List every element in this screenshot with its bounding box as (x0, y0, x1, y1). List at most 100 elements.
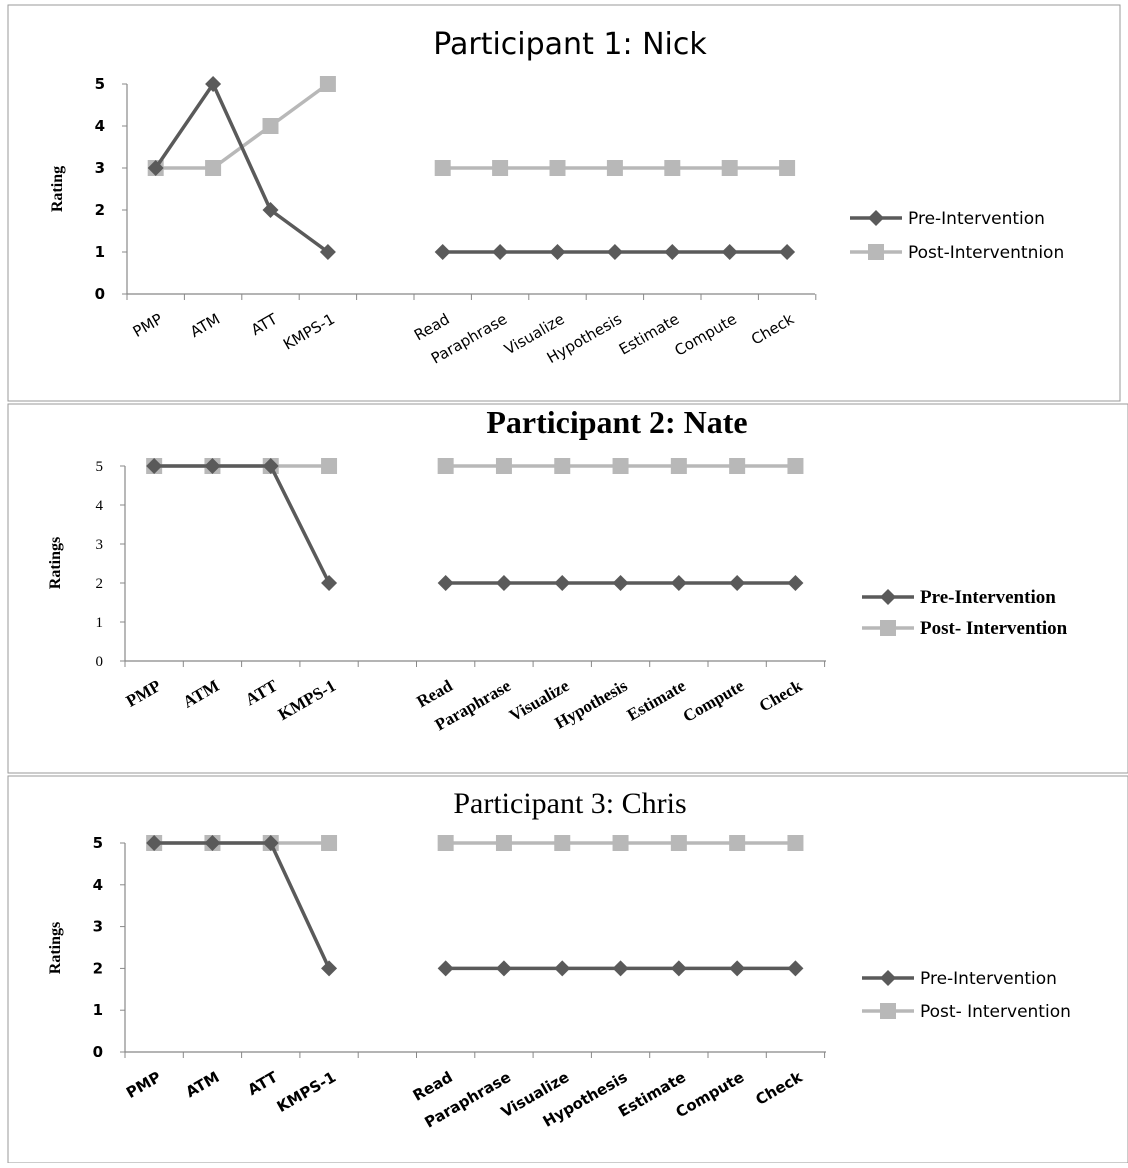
x-tick-label: KMPS-1 (274, 1068, 339, 1116)
legend-label: Post-Interventnion (908, 243, 1064, 263)
legend-diamond-marker (880, 589, 896, 605)
post-intervention-point (321, 835, 338, 851)
pre-intervention-point (262, 202, 279, 218)
x-tick-label: Compute (680, 676, 748, 726)
pre-intervention-point (729, 960, 746, 977)
legend-square-marker (880, 620, 896, 636)
pre-intervention-point (434, 244, 451, 260)
y-axis-label: Ratings (47, 537, 64, 589)
pre-intervention-point (549, 244, 566, 260)
post-intervention-point (321, 458, 338, 474)
post-intervention-point (554, 835, 571, 851)
legend-label: Pre-Intervention (920, 587, 1056, 608)
pre-intervention-point (721, 244, 738, 260)
legend-diamond-marker (868, 210, 884, 226)
x-tick-label: Read (411, 310, 453, 344)
y-tick-label: 4 (96, 498, 104, 514)
post-intervention-point (554, 458, 571, 474)
chart-panel-1: Participant 1: Nick Rating 0 1 2 3 4 5 PMP ATM ATT… (7, 4, 1121, 402)
y-tick-label: 5 (95, 75, 105, 93)
y-tick-label: 4 (95, 117, 105, 135)
chart-title: Participant 2: Nate (486, 404, 747, 440)
y-axis-label: Ratings (47, 922, 64, 974)
legend-diamond-marker (880, 970, 896, 986)
post-intervention-point (549, 160, 566, 176)
x-tick-label: PMP (130, 310, 166, 341)
chart-title: Participant 3: Chris (453, 787, 686, 820)
x-tick-label: Estimate (616, 310, 682, 359)
x-tick-label: Read (413, 676, 456, 712)
x-tick-label: KMPS-1 (275, 676, 339, 724)
post-intervention-point (492, 160, 509, 176)
y-tick-label: 1 (96, 615, 104, 631)
chart-panel-2: Participant 2: Nate Ratings 0 1 2 3 4 5 PMP ATM AT… (7, 403, 1128, 774)
x-tick-label: ATM (187, 310, 223, 341)
post-intervention-point (779, 160, 796, 176)
post-intervention-point (437, 458, 454, 474)
chart-title: Participant 1: Nick (433, 27, 707, 62)
pre-intervention-point (492, 244, 509, 260)
pre-intervention-point (670, 960, 687, 977)
legend-square-marker (868, 244, 884, 260)
y-tick-label: 0 (93, 1043, 103, 1061)
post-intervention-point (495, 458, 512, 474)
pre-intervention-point (495, 575, 512, 591)
y-tick-label: 1 (95, 243, 105, 261)
chart-panel-3: Participant 3: Chris Ratings 0 1 2 3 4 5 PMP ATM A… (7, 775, 1128, 1164)
pre-intervention-point (495, 960, 512, 977)
panel-border (7, 4, 1121, 402)
x-tick-label: Estimate (624, 676, 689, 725)
x-tick-label: ATT (242, 676, 281, 710)
x-tick-label: Check (753, 1067, 807, 1108)
pre-intervention-point (321, 960, 338, 977)
post-intervention-point (495, 835, 512, 851)
post-intervention-point (612, 458, 629, 474)
y-tick-label: 2 (95, 201, 105, 219)
pre-intervention-point (787, 960, 804, 977)
post-intervention-point (262, 118, 279, 134)
x-tick-label: Compute (671, 310, 739, 360)
x-tick-label: PMP (123, 676, 164, 711)
x-tick-label: Check (748, 310, 797, 349)
pre-intervention-point (670, 575, 687, 591)
y-tick-label: 0 (96, 654, 104, 670)
post-intervention-point (729, 835, 746, 851)
y-axis-label: Rating (49, 166, 66, 212)
panel-border (7, 403, 1128, 774)
pre-intervention-point (321, 575, 338, 591)
pre-intervention-point (729, 575, 746, 591)
post-intervention-point (437, 835, 454, 851)
pre-intervention-point (554, 960, 571, 977)
y-tick-label: 2 (93, 959, 103, 977)
post-intervention-point (787, 458, 804, 474)
x-tick-label: KMPS-1 (280, 310, 338, 354)
post-intervention-point (670, 458, 687, 474)
pre-intervention-point (146, 458, 163, 474)
x-tick-label: ATM (180, 676, 223, 712)
legend-label: Pre-Intervention (920, 969, 1057, 989)
post-intervention-point (434, 160, 451, 176)
y-tick-label: 3 (93, 918, 103, 936)
y-tick-label: 5 (96, 459, 104, 475)
x-tick-label: ATT (248, 309, 281, 339)
pre-intervention-point (319, 244, 336, 260)
pre-intervention-point (664, 244, 681, 260)
pre-intervention-point (205, 76, 222, 92)
series-line-post (155, 82, 329, 170)
post-intervention-point (787, 835, 804, 851)
post-intervention-point (670, 835, 687, 851)
pre-intervention-point (204, 835, 221, 851)
y-tick-label: 3 (96, 537, 104, 553)
pre-intervention-point (262, 458, 279, 474)
y-tick-label: 5 (93, 834, 103, 852)
pre-intervention-point (147, 160, 164, 176)
pre-intervention-point (146, 835, 163, 851)
legend-square-marker (880, 1003, 896, 1019)
x-tick-label: ATM (183, 1068, 223, 1101)
legend-label: Pre-Intervention (908, 209, 1045, 229)
post-intervention-point (664, 160, 681, 176)
y-tick-label: 4 (93, 876, 103, 894)
x-tick-label: PMP (123, 1068, 164, 1102)
